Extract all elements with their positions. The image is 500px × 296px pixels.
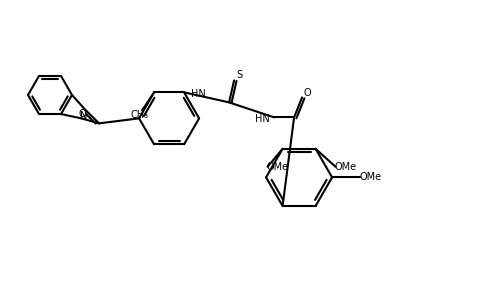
Text: O: O — [304, 89, 311, 98]
Text: O: O — [78, 110, 86, 119]
Text: OMe: OMe — [266, 162, 288, 172]
Text: CH₃: CH₃ — [130, 110, 148, 120]
Text: N: N — [80, 110, 87, 120]
Text: HN: HN — [190, 89, 206, 99]
Text: S: S — [236, 70, 242, 81]
Text: HN: HN — [254, 114, 270, 124]
Text: OMe: OMe — [359, 172, 381, 182]
Text: OMe: OMe — [334, 162, 356, 172]
